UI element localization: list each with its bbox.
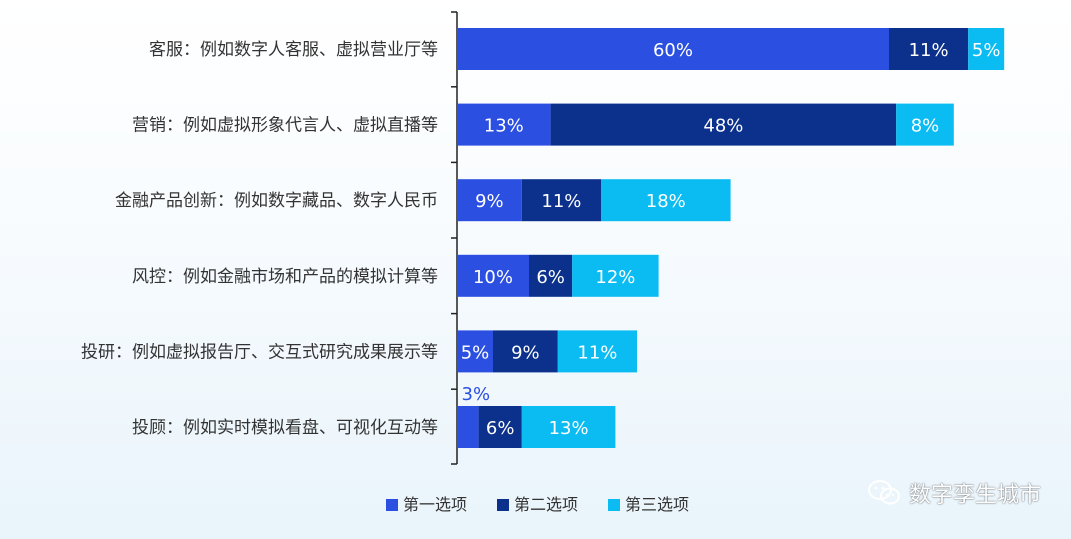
bar-segment [557, 330, 637, 373]
bar-segment [457, 179, 522, 222]
legend-swatch [386, 499, 398, 511]
data-label: 8% [911, 116, 940, 137]
data-label: 12% [595, 267, 635, 288]
bar-segment [601, 179, 731, 222]
bar-segment [572, 254, 659, 297]
bar-segment [968, 28, 1005, 70]
bar-segment [457, 254, 529, 297]
bar-segment [889, 28, 969, 70]
category-label: 营销：例如虚拟形象代言人、虚拟直播等 [132, 116, 438, 136]
data-label: 9% [511, 342, 540, 363]
bar-segment [478, 406, 522, 448]
data-label: 6% [536, 267, 565, 288]
data-label: 3% [462, 384, 491, 405]
data-label: 11% [541, 191, 581, 212]
watermark: 数字孪生城市 [867, 477, 1041, 509]
category-label: 投研：例如虚拟报告厅、交互式研究成果展示等 [81, 342, 438, 362]
bar-segment [521, 179, 601, 222]
data-label: 18% [646, 191, 686, 212]
bar-segment [493, 330, 558, 373]
data-label: 13% [549, 418, 589, 439]
bar-segment [457, 28, 889, 70]
bar-segment [529, 254, 573, 297]
legend-label: 第一选项 [403, 495, 467, 514]
legend-label: 第二选项 [514, 495, 578, 514]
bar-segment [521, 406, 616, 448]
legend-label: 第三选项 [625, 495, 689, 514]
bar-segment [896, 103, 954, 146]
data-label: 6% [486, 418, 515, 439]
data-label: 10% [473, 267, 513, 288]
watermark-text: 数字孪生城市 [908, 483, 1041, 508]
data-label: 9% [475, 191, 504, 212]
category-label: 投顾：例如实时模拟看盘、可视化互动等 [132, 418, 438, 438]
wechat-icon [867, 480, 900, 505]
data-label: 5% [972, 40, 1001, 61]
bar-segment [457, 103, 551, 146]
data-label: 13% [484, 116, 524, 137]
category-label: 金融产品创新：例如数字藏品、数字人民币 [115, 191, 438, 211]
data-label: 11% [909, 40, 949, 61]
data-label: 5% [461, 342, 490, 363]
bar-segment [457, 330, 493, 373]
data-label: 11% [577, 342, 617, 363]
bar-segment [550, 103, 897, 146]
legend-swatch [608, 499, 620, 511]
data-label: 60% [653, 40, 693, 61]
data-label: 48% [703, 116, 743, 137]
category-label: 客服：例如数字人客服、虚拟营业厅等 [149, 40, 438, 60]
bar-segment [457, 406, 479, 448]
category-label: 风控：例如金融市场和产品的模拟计算等 [132, 267, 438, 287]
legend-swatch [497, 499, 509, 511]
